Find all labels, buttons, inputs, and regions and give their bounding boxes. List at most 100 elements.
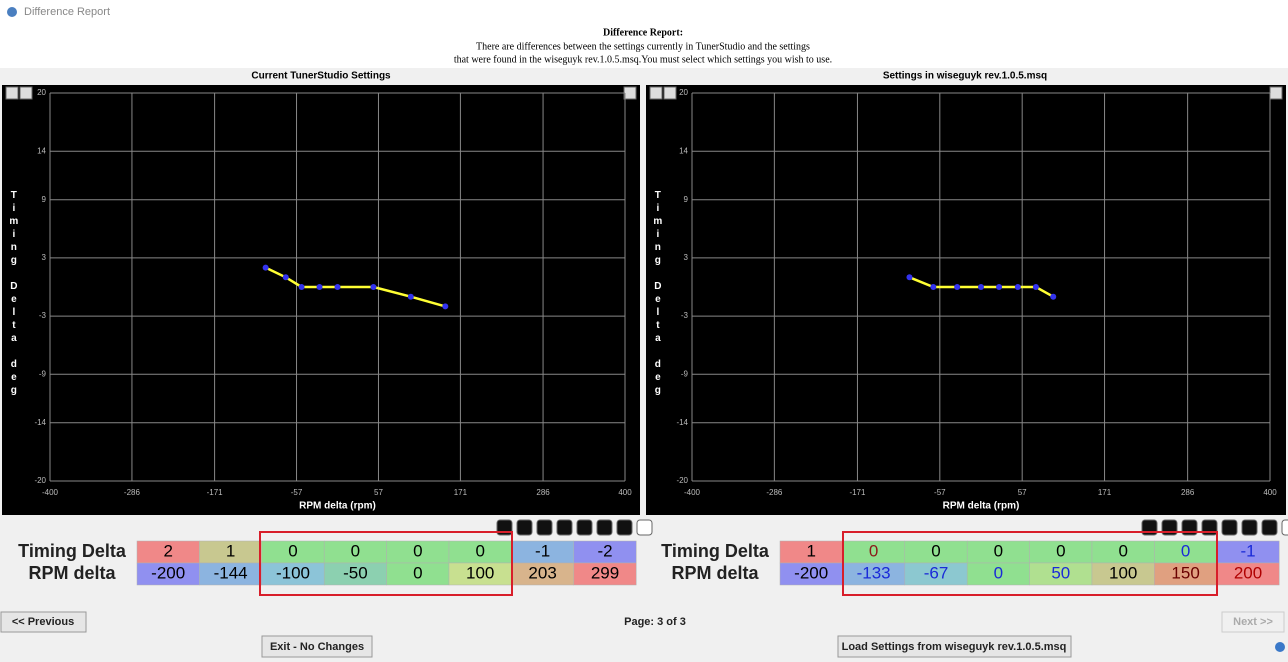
y-tick-label: -20 bbox=[34, 476, 46, 485]
x-tick-label: -286 bbox=[766, 488, 783, 497]
data-point bbox=[1032, 284, 1039, 290]
x-tick-label: 400 bbox=[618, 488, 632, 497]
cell-value: 0 bbox=[1118, 541, 1127, 560]
y-tick-label: -20 bbox=[676, 476, 688, 485]
y-tick-label: -3 bbox=[39, 311, 47, 320]
data-point bbox=[930, 284, 937, 290]
panel-title: Settings in wiseguyk rev.1.0.5.msq bbox=[883, 71, 1047, 82]
x-tick-label: 171 bbox=[454, 488, 468, 497]
data-point bbox=[262, 264, 269, 271]
y-tick-label: -9 bbox=[681, 369, 689, 378]
chart-menu-icon[interactable] bbox=[1269, 86, 1283, 100]
toolbar-button[interactable] bbox=[536, 519, 553, 536]
x-tick-label: 57 bbox=[1018, 488, 1027, 497]
y-tick-label: 9 bbox=[684, 195, 689, 204]
y-tick-label: 3 bbox=[684, 253, 689, 262]
chart-area bbox=[646, 85, 1286, 515]
highlight-box bbox=[259, 531, 513, 596]
exit-label[interactable]: Exit - No Changes bbox=[270, 641, 364, 653]
row-label: RPM delta bbox=[28, 563, 116, 583]
cell-value: 0 bbox=[351, 541, 360, 560]
cell-value: 0 bbox=[288, 541, 297, 560]
x-axis-label: RPM delta (rpm) bbox=[299, 501, 376, 512]
cell-value: -50 bbox=[343, 563, 368, 582]
data-line bbox=[909, 276, 1054, 298]
toolbar-button[interactable] bbox=[636, 519, 653, 536]
cell-value: -1 bbox=[535, 541, 550, 560]
x-tick-label: 286 bbox=[1181, 488, 1195, 497]
cell-value: -1 bbox=[1240, 541, 1255, 560]
cell-value: 2 bbox=[163, 541, 172, 560]
cell-value: -100 bbox=[276, 563, 310, 582]
data-point bbox=[370, 284, 377, 290]
previous-label[interactable]: << Previous bbox=[12, 616, 74, 628]
previous-button[interactable] bbox=[0, 611, 87, 633]
toolbar-button[interactable] bbox=[1261, 519, 1278, 536]
x-tick-label: -171 bbox=[849, 488, 866, 497]
y-axis-label: Timing Delta deg bbox=[652, 190, 663, 398]
cell-value: 100 bbox=[1109, 563, 1137, 582]
toolbar-button[interactable] bbox=[1281, 519, 1288, 536]
data-point bbox=[298, 284, 305, 290]
window-title: Difference Report bbox=[24, 6, 110, 18]
chart-tool-icon[interactable] bbox=[649, 86, 663, 100]
toolbar-button[interactable] bbox=[576, 519, 593, 536]
data-point bbox=[282, 274, 289, 281]
header-line: There are differences between the settin… bbox=[476, 41, 810, 52]
cell-value: -67 bbox=[924, 563, 949, 582]
cell-value: -200 bbox=[794, 563, 828, 582]
header-line: that were found in the wiseguyk rev.1.0.… bbox=[454, 54, 832, 65]
panel-title: Current TunerStudio Settings bbox=[251, 71, 391, 82]
cell-value: 1 bbox=[806, 541, 815, 560]
highlight-box bbox=[842, 531, 1218, 596]
toolbar-button[interactable] bbox=[1221, 519, 1238, 536]
header-title: Difference Report: bbox=[603, 27, 683, 38]
help-icon[interactable] bbox=[1275, 642, 1285, 652]
row-label: Timing Delta bbox=[661, 541, 770, 561]
cell-value: -144 bbox=[214, 563, 248, 582]
load-button[interactable] bbox=[837, 635, 1072, 658]
y-tick-label: 3 bbox=[42, 253, 47, 262]
x-tick-label: 286 bbox=[536, 488, 550, 497]
next-button[interactable] bbox=[1221, 611, 1285, 633]
data-point bbox=[954, 284, 961, 290]
cell-value: 299 bbox=[591, 563, 619, 582]
data-point bbox=[978, 284, 984, 290]
next-label[interactable]: Next >> bbox=[1233, 616, 1273, 628]
cell-value: -200 bbox=[151, 563, 185, 582]
toolbar-button[interactable] bbox=[616, 519, 633, 536]
data-point bbox=[906, 274, 913, 281]
cell-value: 50 bbox=[1051, 563, 1070, 582]
data-point bbox=[407, 293, 414, 300]
toolbar-button[interactable] bbox=[596, 519, 613, 536]
x-tick-label: -400 bbox=[684, 488, 701, 497]
x-tick-label: -286 bbox=[124, 488, 141, 497]
chart-tool-icon[interactable] bbox=[19, 86, 33, 100]
x-tick-label: -400 bbox=[42, 488, 59, 497]
data-point bbox=[316, 284, 323, 290]
y-tick-label: 20 bbox=[679, 88, 688, 97]
x-tick-label: -57 bbox=[291, 488, 303, 497]
cell-value: 0 bbox=[869, 541, 878, 560]
load-label[interactable]: Load Settings from wiseguyk rev.1.0.5.ms… bbox=[842, 641, 1067, 653]
cell-value: 0 bbox=[475, 541, 484, 560]
x-tick-label: 400 bbox=[1263, 488, 1277, 497]
chart-tool-icon[interactable] bbox=[663, 86, 677, 100]
chart-menu-icon[interactable] bbox=[623, 86, 637, 100]
cell-value: 0 bbox=[994, 541, 1003, 560]
toolbar-button[interactable] bbox=[516, 519, 533, 536]
chart-tool-icon[interactable] bbox=[5, 86, 19, 100]
data-line bbox=[265, 266, 446, 308]
row-label: RPM delta bbox=[671, 563, 759, 583]
y-tick-label: 14 bbox=[679, 146, 688, 155]
toolbar-button[interactable] bbox=[1241, 519, 1258, 536]
x-tick-label: 57 bbox=[374, 488, 383, 497]
app-icon bbox=[7, 7, 17, 17]
page-indicator: Page: 3 of 3 bbox=[624, 616, 686, 628]
cell-value: 100 bbox=[466, 563, 494, 582]
table-cell bbox=[573, 562, 637, 586]
exit-button[interactable] bbox=[261, 635, 373, 658]
y-tick-label: -3 bbox=[681, 311, 689, 320]
toolbar-button[interactable] bbox=[556, 519, 573, 536]
x-tick-label: 171 bbox=[1098, 488, 1112, 497]
